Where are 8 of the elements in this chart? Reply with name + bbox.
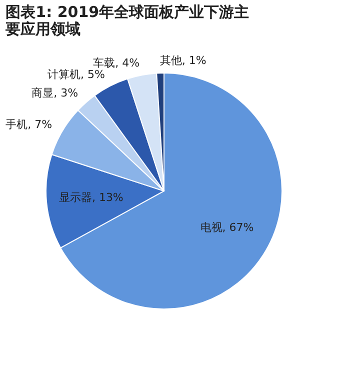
slice-label: 商显, 3% <box>32 86 78 100</box>
slice-label: 显示器, 13% <box>58 190 124 204</box>
slice-label: 其他, 1% <box>160 54 206 68</box>
chart-title: 图表1: 2019年全球面板产业下游主要应用领域 <box>4 3 250 38</box>
slice-label: 电视, 67% <box>200 221 254 234</box>
slice-label: 计算机, 5% <box>48 68 105 82</box>
slice-label: 手机, 7% <box>6 118 52 131</box>
slice-label: 车载, 4% <box>93 56 140 70</box>
